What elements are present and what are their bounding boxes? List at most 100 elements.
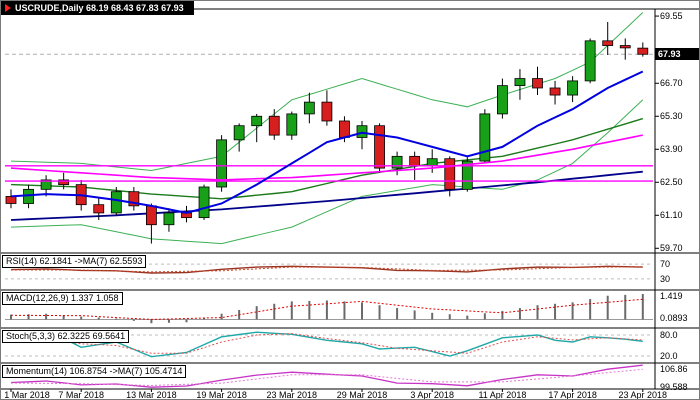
candle-body-down — [93, 204, 105, 214]
macd-histogram-bar — [255, 306, 258, 320]
candle-body-down — [339, 120, 350, 138]
band-lower — [10, 99, 644, 245]
candle-body-up — [514, 78, 526, 87]
macd-histogram-bar — [624, 294, 627, 320]
price-axis-label: 66.70 — [660, 78, 683, 89]
candle-body-down — [619, 45, 631, 49]
candle-body-down — [268, 115, 280, 136]
candle-body-down — [549, 87, 561, 96]
macd-histogram-bar — [27, 314, 30, 320]
candle-body-up — [286, 113, 298, 136]
candle-body-down — [602, 40, 614, 46]
candle-body-down — [128, 191, 140, 207]
mom-line — [10, 368, 643, 387]
candle-body-up — [567, 80, 578, 96]
ma-magenta — [10, 134, 643, 181]
candle-body-up — [391, 155, 403, 169]
macd-histogram-bar — [554, 303, 557, 320]
candle-body-down — [409, 155, 421, 167]
macd-histogram-bar — [132, 319, 135, 321]
macd-histogram-bar — [536, 305, 539, 320]
macd-histogram-bar — [641, 293, 644, 320]
macd-histogram-bar — [396, 308, 399, 320]
macd-histogram-bar — [203, 318, 206, 320]
symbol-ohlc-text: USCRUDE,Daily 68.19 68.43 67.83 67.93 — [15, 3, 184, 13]
rsi-axis-label: 70 — [660, 259, 671, 270]
macd-histogram-bar — [483, 313, 486, 320]
date-axis-label: 13 Mar 2018 — [126, 390, 177, 400]
candle-body-up — [356, 125, 368, 138]
date-axis-label: 11 Apr 2018 — [478, 390, 527, 400]
current-price-tag: 67.93 — [655, 48, 699, 61]
candle-body-down — [5, 196, 17, 204]
rsi-line — [11, 266, 643, 273]
candle-body-up — [198, 186, 210, 219]
date-axis-label: 17 Apr 2018 — [548, 390, 597, 400]
rsi-indicator-label: RSI(14) 62.1841 ->MA(7) 62.5593 — [2, 255, 147, 268]
symbol-info-bar: USCRUDE,Daily 68.19 68.43 67.83 67.93 — [1, 1, 194, 15]
macd-histogram-bar — [606, 295, 609, 320]
candles-layer — [5, 21, 649, 244]
stoch-axis-label: 20.0 — [660, 351, 678, 361]
stoch-line — [10, 333, 643, 354]
price-axis-label: 69.55 — [660, 11, 683, 22]
macd-histogram-bar — [431, 312, 434, 320]
macd-axis-label: 0.0893 — [660, 312, 688, 323]
macd-histogram-bar — [589, 299, 592, 320]
macd-histogram-bar — [501, 310, 504, 320]
macd-histogram-bar — [273, 303, 276, 320]
candle-body-up — [163, 212, 175, 226]
macd-histogram-bar — [80, 316, 83, 320]
macd-histogram-bar — [62, 315, 65, 320]
date-axis-label: 3 Apr 2018 — [410, 390, 454, 400]
macd-axis-label: 1.419 — [660, 291, 683, 301]
macd-histogram-bar — [448, 314, 451, 320]
macd-histogram-bar — [290, 301, 293, 320]
candle-body-down — [374, 125, 385, 169]
candle-body-up — [426, 158, 438, 167]
candle-body-up — [303, 101, 315, 115]
macd-histogram-bar — [571, 302, 574, 320]
macd-histogram-bar — [167, 319, 170, 323]
candle-body-down — [444, 158, 456, 190]
macd-histogram-bar — [150, 319, 153, 324]
candle-body-up — [584, 40, 596, 82]
candle-body-up — [461, 160, 473, 190]
candle-body-up — [251, 115, 263, 127]
date-axis-label: 29 Mar 2018 — [336, 390, 388, 400]
macd-histogram-bar — [378, 305, 381, 320]
ma-green — [10, 117, 644, 200]
macd-histogram-bar — [45, 313, 48, 320]
date-axis-label: 23 Mar 2018 — [266, 390, 318, 400]
candle-body-up — [40, 179, 52, 190]
candle-body-down — [321, 101, 333, 122]
macd-indicator-label: MACD(12,26,9) 1.337 1.058 — [2, 292, 123, 305]
macd-histogram-bar — [97, 317, 100, 320]
stoch-axis-label: 80.0 — [660, 330, 678, 340]
candle-body-up — [216, 139, 228, 188]
candle-body-up — [496, 85, 508, 115]
macd-histogram-bar — [308, 300, 311, 320]
candle-body-up — [479, 113, 491, 162]
candle-body-down — [532, 78, 543, 89]
stoch-indicator-label: Stoch(5,3,3) 62.3225 69.5641 — [2, 330, 130, 343]
macd-histogram-bar — [466, 315, 469, 320]
macd-histogram-bar — [325, 300, 328, 320]
macd-histogram-bar — [343, 301, 346, 320]
symbol-marker-icon — [5, 4, 11, 12]
macd-histogram-bar — [413, 310, 416, 320]
date-axis-label: 19 Mar 2018 — [196, 390, 247, 400]
date-axis-label: 7 Mar 2018 — [58, 390, 104, 400]
macd-line — [10, 298, 643, 320]
macd-histogram-bar — [220, 313, 223, 320]
macd-histogram-bar — [518, 308, 521, 320]
candle-body-down — [637, 47, 649, 55]
date-axis-label: 23 Apr 2018 — [618, 390, 668, 400]
rsi-axis-label: 30 — [660, 273, 671, 284]
price-axis-label: 59.70 — [660, 243, 683, 254]
candle-body-down — [58, 179, 70, 186]
macd-histogram-bar — [10, 314, 12, 320]
price-axis-label: 65.30 — [660, 111, 683, 122]
macd-histogram-bar — [185, 319, 188, 323]
